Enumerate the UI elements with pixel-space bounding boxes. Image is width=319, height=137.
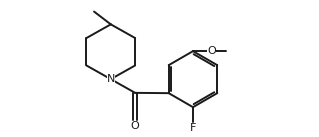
Text: F: F: [190, 123, 196, 133]
Text: N: N: [107, 74, 115, 84]
Text: O: O: [131, 121, 139, 131]
Text: O: O: [207, 46, 216, 56]
